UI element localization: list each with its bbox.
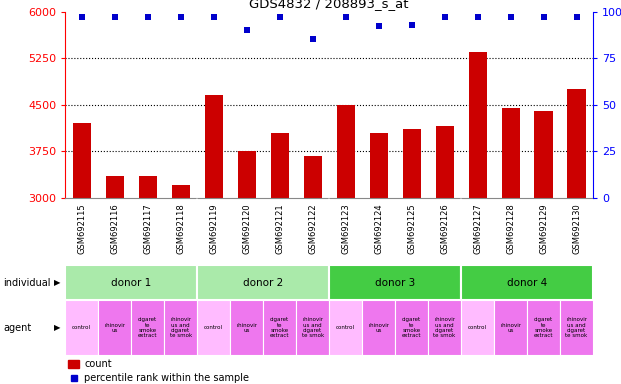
Text: rhinovir
us and
cigaret
te smok: rhinovir us and cigaret te smok xyxy=(433,317,456,338)
Title: GDS4832 / 208893_s_at: GDS4832 / 208893_s_at xyxy=(250,0,409,10)
Text: ▶: ▶ xyxy=(55,323,61,332)
Point xyxy=(209,14,219,20)
Text: GSM692116: GSM692116 xyxy=(110,203,119,254)
Text: GSM692121: GSM692121 xyxy=(275,203,284,254)
Text: rhinovir
us and
cigaret
te smok: rhinovir us and cigaret te smok xyxy=(302,317,324,338)
Text: rhinovir
us: rhinovir us xyxy=(368,323,389,333)
Text: GSM692129: GSM692129 xyxy=(539,203,548,254)
Bar xyxy=(238,151,256,198)
Bar xyxy=(296,300,329,355)
Bar xyxy=(106,176,124,198)
Text: control: control xyxy=(468,325,487,330)
Text: percentile rank within the sample: percentile rank within the sample xyxy=(84,372,249,383)
Text: GSM692118: GSM692118 xyxy=(176,203,185,254)
Text: donor 2: donor 2 xyxy=(243,278,283,288)
Point xyxy=(407,22,417,28)
Point xyxy=(341,14,351,20)
Bar xyxy=(395,300,428,355)
Text: rhinovir
us: rhinovir us xyxy=(104,323,125,333)
Text: GSM692124: GSM692124 xyxy=(374,203,383,254)
Point xyxy=(77,14,87,20)
Point xyxy=(473,14,483,20)
Text: GSM692119: GSM692119 xyxy=(209,203,218,254)
Bar xyxy=(369,132,388,198)
Bar xyxy=(527,300,560,355)
Text: rhinovir
us: rhinovir us xyxy=(236,323,257,333)
Point xyxy=(274,14,284,20)
Text: donor 4: donor 4 xyxy=(507,278,547,288)
Bar xyxy=(138,176,156,198)
Text: donor 1: donor 1 xyxy=(111,278,152,288)
Point xyxy=(110,14,120,20)
Bar xyxy=(535,111,553,198)
Bar xyxy=(304,156,322,198)
Bar xyxy=(98,300,131,355)
Text: GSM692122: GSM692122 xyxy=(308,203,317,254)
Text: GSM692123: GSM692123 xyxy=(341,203,350,254)
Bar xyxy=(461,265,593,300)
Text: cigaret
te
smoke
extract: cigaret te smoke extract xyxy=(534,317,553,338)
Text: cigaret
te
smoke
extract: cigaret te smoke extract xyxy=(402,317,422,338)
Bar xyxy=(263,300,296,355)
Text: GSM692120: GSM692120 xyxy=(242,203,251,254)
Bar xyxy=(230,300,263,355)
Text: GSM692127: GSM692127 xyxy=(473,203,482,254)
Bar xyxy=(329,300,362,355)
Bar xyxy=(502,108,520,198)
Bar xyxy=(494,300,527,355)
Text: control: control xyxy=(204,325,223,330)
Text: GSM692117: GSM692117 xyxy=(143,203,152,254)
Bar xyxy=(435,126,454,198)
Point xyxy=(242,27,252,33)
Bar xyxy=(65,300,98,355)
Text: GSM692115: GSM692115 xyxy=(77,203,86,254)
Point xyxy=(176,14,186,20)
Bar xyxy=(568,89,586,198)
Text: rhinovir
us and
cigaret
te smok: rhinovir us and cigaret te smok xyxy=(170,317,192,338)
Text: cigaret
te
smoke
extract: cigaret te smoke extract xyxy=(138,317,158,338)
Bar xyxy=(337,104,355,198)
Bar xyxy=(428,300,461,355)
Bar xyxy=(73,123,91,198)
Text: GSM692128: GSM692128 xyxy=(506,203,515,254)
Point xyxy=(143,14,153,20)
Text: count: count xyxy=(84,359,112,369)
Bar xyxy=(197,265,329,300)
Text: ▶: ▶ xyxy=(55,278,61,287)
Bar xyxy=(402,129,420,198)
Bar xyxy=(131,300,164,355)
Text: individual: individual xyxy=(3,278,50,288)
Text: control: control xyxy=(336,325,355,330)
Point xyxy=(571,14,581,20)
Text: cigaret
te
smoke
extract: cigaret te smoke extract xyxy=(270,317,289,338)
Point xyxy=(440,14,450,20)
Text: agent: agent xyxy=(3,323,31,333)
Bar xyxy=(362,300,395,355)
Text: control: control xyxy=(72,325,91,330)
Point xyxy=(307,36,317,43)
Point xyxy=(374,23,384,30)
Text: rhinovir
us: rhinovir us xyxy=(500,323,521,333)
Point xyxy=(538,14,548,20)
Bar xyxy=(271,132,289,198)
Bar xyxy=(68,359,79,368)
Bar xyxy=(461,300,494,355)
Bar xyxy=(197,300,230,355)
Text: GSM692126: GSM692126 xyxy=(440,203,449,254)
Text: GSM692125: GSM692125 xyxy=(407,203,416,254)
Bar xyxy=(468,52,487,198)
Bar xyxy=(204,95,223,198)
Text: GSM692130: GSM692130 xyxy=(572,203,581,254)
Bar xyxy=(65,265,197,300)
Bar xyxy=(560,300,593,355)
Bar xyxy=(329,265,461,300)
Bar xyxy=(171,185,190,198)
Bar xyxy=(164,300,197,355)
Text: rhinovir
us and
cigaret
te smok: rhinovir us and cigaret te smok xyxy=(566,317,587,338)
Text: donor 3: donor 3 xyxy=(375,278,415,288)
Point xyxy=(505,14,515,20)
